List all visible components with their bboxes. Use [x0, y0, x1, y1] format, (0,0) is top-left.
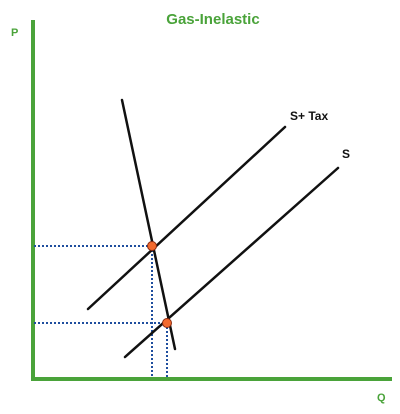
x-axis-label: Q: [377, 392, 386, 404]
supply-curve: [123, 166, 340, 359]
guide-lines: [34, 245, 168, 378]
equilibrium-point-with-tax: [147, 241, 157, 251]
supply-plus-tax-label: S+ Tax: [290, 109, 328, 123]
equilibrium-point-original: [162, 318, 172, 328]
supply-label: S: [342, 147, 350, 161]
diagram-title: Gas-Inelastic: [166, 11, 259, 28]
demand-curve: [120, 98, 177, 351]
y-axis-label: P: [11, 27, 18, 39]
supply-plus-tax-curve: [86, 125, 287, 311]
